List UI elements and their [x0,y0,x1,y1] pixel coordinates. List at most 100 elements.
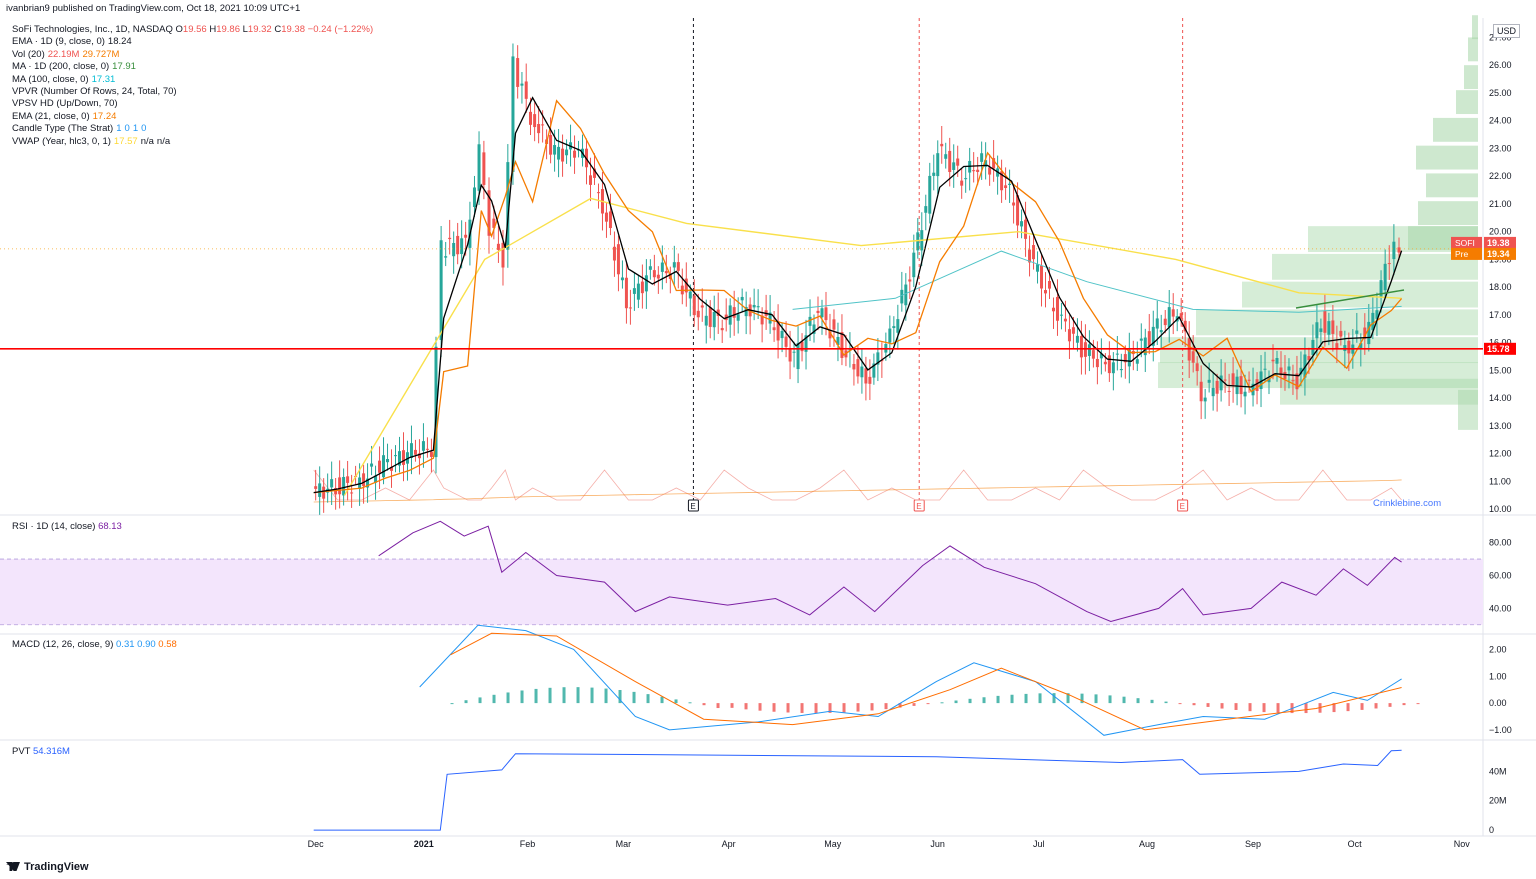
candle-body [812,324,816,334]
time-tick-label: 2021 [414,839,434,849]
tradingview-logo-text: TradingView [24,861,89,873]
currency-button[interactable]: USD [1493,24,1521,38]
candle-body [1215,380,1219,394]
candle-body [988,167,992,175]
candle-body [720,328,724,331]
legend-line[interactable]: VWAP (Year, hlc3, 0, 1) 17.57 n/a n/a [12,136,373,148]
legend-line[interactable]: MA (100, close, 0) 17.31 [12,74,373,86]
candle-body [1012,202,1016,206]
macd-histogram-bar [1178,703,1182,705]
candle-body [1079,336,1083,358]
macd-histogram-bar [1052,693,1056,704]
candle-body [696,310,700,318]
macd-histogram-bar [856,703,860,712]
candle-body [628,307,632,309]
candle-body [952,162,956,170]
candle-body [1311,339,1315,355]
candle-body [860,366,864,378]
macd-histogram-bar [1024,693,1028,704]
legend-line-value: 17.91 [112,61,136,73]
candle-body [1279,367,1283,376]
volume-line [313,469,1402,501]
candle-body [1103,361,1107,365]
candle-body [342,476,346,496]
macd-histogram-bar [1192,703,1196,706]
candle-body [1167,307,1171,328]
legend-line-value: 0 [141,123,147,135]
price-tick-label: 23.00 [1489,143,1512,153]
candle-body [1099,353,1103,359]
candle-body [1291,380,1295,382]
vpvr-bar [1426,173,1478,198]
legend-line-label: EMA · 1D (9, close, 0) [12,36,105,48]
pvt-value: 54.316M [32,746,70,757]
candle-body [374,475,378,483]
legend-line[interactable]: VPVR (Number Of Rows, 24, Total, 70) [12,86,373,98]
vpvr-value-area [1242,281,1478,308]
tradingview-logo[interactable]: TradingView [6,861,89,873]
candle-body [464,234,468,238]
macd-histogram-bar [688,702,692,704]
time-tick-label: Sep [1245,839,1261,849]
candle-body [1371,312,1375,331]
low-value: 19.32 [247,24,272,35]
macd-histogram-bar [464,700,468,704]
candle-body [1223,379,1227,381]
candle-body [1016,195,1020,226]
legend-line-value: 18.24 [107,36,132,48]
candle-body [984,160,988,167]
macd-histogram-bar [618,690,622,704]
candle-body [492,218,496,228]
macd-histogram-bar [1304,703,1308,714]
candle-body [704,315,708,326]
candle-body [1247,379,1251,381]
price-label-value: 15.78 [1487,344,1510,354]
candle-body [1315,322,1319,339]
earnings-marker [687,499,699,512]
candle-body [444,256,448,258]
time-tick-label: Nov [1454,839,1471,849]
candle-body [648,266,652,270]
candle-body [1243,391,1247,397]
candle-body [1063,318,1067,322]
candle-body [1343,345,1347,351]
legend-line[interactable]: EMA (21, close, 0) 17.24 [12,111,373,123]
candle-body [740,296,744,301]
open-value: 19.56 [182,24,207,35]
candle-body [561,148,565,162]
macd-histogram-bar [1374,703,1378,709]
close-value: 19.38 [281,24,305,35]
candle-body [1347,340,1351,354]
rsi-value: 68.13 [98,521,122,532]
candle-body [382,455,386,478]
candle-body [378,460,382,473]
candle-body [804,335,808,352]
macd-histogram-bar [1038,693,1042,704]
candle-body [1032,245,1036,260]
symbol-line: SoFi Technologies, Inc., 1D, NASDAQ O19.… [12,24,373,36]
candle-body [1263,368,1267,370]
legend-line[interactable]: Candle Type (The Strat) 1 0 1 0 [12,123,373,135]
candle-body [338,477,342,495]
candle-body [776,321,780,341]
candle-body [1075,335,1079,343]
candle-body [1203,397,1207,402]
candle-body [439,240,443,340]
candle-body [656,274,660,279]
legend-line[interactable]: VPSV HD (Up/Down, 70) [12,98,373,110]
macd-histogram-bar [1108,695,1112,704]
legend-line[interactable]: MA · 1D (200, close, 0) 17.91 [12,61,373,73]
price-tick-label: 22.00 [1489,171,1512,181]
macd-histogram-bar [996,695,1000,704]
vwap-line [1295,289,1405,309]
candle-body [394,455,398,457]
candle-body [1367,321,1371,345]
price-label-value: 19.34 [1487,249,1510,259]
macd-histogram-bar [576,687,580,704]
legend-line[interactable]: Vol (20) 22.19M 29.727M [12,49,373,61]
candle-body [1095,358,1099,368]
legend-line[interactable]: EMA · 1D (9, close, 0) 18.24 [12,36,373,48]
candle-body [533,114,537,128]
macd-histogram-bar [604,688,608,704]
